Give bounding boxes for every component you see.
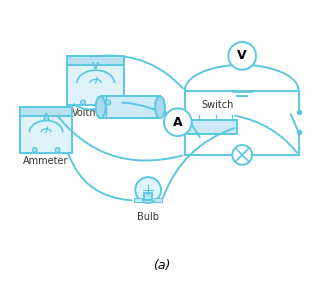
Text: Voltmeter: Voltmeter <box>72 108 120 118</box>
Text: (a): (a) <box>153 259 171 272</box>
Ellipse shape <box>96 96 106 118</box>
Circle shape <box>81 100 85 105</box>
Circle shape <box>106 100 111 105</box>
Circle shape <box>232 145 252 165</box>
Text: V: V <box>237 49 247 62</box>
Circle shape <box>32 147 37 152</box>
Bar <box>134 198 142 202</box>
Bar <box>101 96 160 118</box>
Text: Bulb: Bulb <box>137 212 159 222</box>
Text: Switch: Switch <box>201 100 234 110</box>
Circle shape <box>228 42 256 70</box>
Bar <box>154 198 162 202</box>
Bar <box>67 56 124 65</box>
Ellipse shape <box>155 96 165 118</box>
Bar <box>20 107 72 153</box>
Text: V: V <box>92 62 99 71</box>
Bar <box>144 192 152 200</box>
Text: A: A <box>43 113 50 122</box>
Circle shape <box>135 177 161 203</box>
Bar <box>178 120 237 134</box>
Bar <box>20 107 72 115</box>
Bar <box>67 56 124 105</box>
Circle shape <box>55 147 60 152</box>
Text: A: A <box>173 116 183 129</box>
Circle shape <box>164 108 192 136</box>
Text: Ammeter: Ammeter <box>23 156 69 166</box>
